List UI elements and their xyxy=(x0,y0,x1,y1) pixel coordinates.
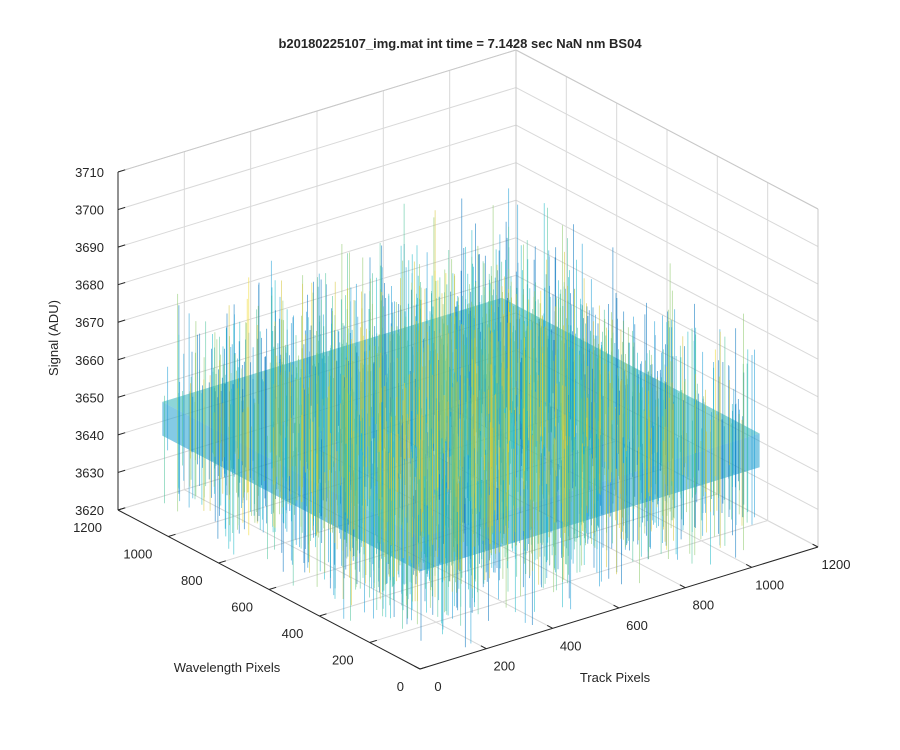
y-axis-label: Wavelength Pixels xyxy=(174,660,281,675)
z-tick xyxy=(117,244,126,248)
x-tick-label: 600 xyxy=(626,618,648,633)
y-tick-label: 600 xyxy=(231,600,253,615)
y-tick xyxy=(419,666,428,670)
z-tick-label: 3620 xyxy=(75,503,104,518)
z-tick-label: 3630 xyxy=(75,465,104,480)
y-tick xyxy=(168,533,176,537)
z-tick xyxy=(117,357,126,361)
z-tick-label: 3660 xyxy=(75,353,104,368)
y-tick-label: 400 xyxy=(282,626,304,641)
y-tick-label: 200 xyxy=(332,653,354,668)
tick-layer: 0 200 400 600 800 1000 1200 0 200 400 600 800 1000 12… xyxy=(73,165,850,694)
x-tick-label: 1200 xyxy=(822,557,851,572)
y-tick-label: 1200 xyxy=(73,520,102,535)
x-axis-label: Track Pixels xyxy=(580,670,651,685)
z-tick-label: 3650 xyxy=(75,390,104,405)
y-tick xyxy=(268,586,277,590)
z-tick xyxy=(117,469,126,473)
x-tick xyxy=(414,665,421,670)
z-tick xyxy=(117,394,126,398)
z-tick xyxy=(117,281,126,286)
z-tick xyxy=(117,169,126,173)
z-tick-label: 3680 xyxy=(75,278,104,293)
x-tick-label: 200 xyxy=(493,659,515,674)
z-tick xyxy=(117,507,126,511)
x-tick xyxy=(613,604,620,609)
x-tick xyxy=(480,645,487,650)
x-tick-label: 0 xyxy=(434,679,441,694)
z-tick xyxy=(117,319,126,323)
x-tick-label: 400 xyxy=(560,638,582,653)
y-tick xyxy=(369,639,377,643)
surface-layer xyxy=(162,188,760,648)
z-tick xyxy=(117,206,126,211)
z-tick-label: 3690 xyxy=(75,240,104,255)
z-tick-label: 3710 xyxy=(75,165,104,180)
z-tick-label: 3700 xyxy=(75,203,104,218)
chart-title: b20180225107_img.mat int time = 7.1428 s… xyxy=(278,36,642,51)
z-tick xyxy=(117,432,126,436)
x-tick xyxy=(546,625,553,629)
z-tick-label: 3670 xyxy=(75,315,104,330)
x-tick xyxy=(679,584,686,589)
box-edge xyxy=(117,49,517,173)
y-floor-grid-line xyxy=(369,520,768,643)
x-tick-label: 1000 xyxy=(755,577,784,592)
x-tick xyxy=(745,564,752,568)
surface-spikes xyxy=(242,264,720,589)
y-tick-label: 800 xyxy=(181,573,203,588)
x-tick-label: 800 xyxy=(692,598,714,613)
y-tick xyxy=(218,560,226,564)
z-axis-label: Signal (ADU) xyxy=(46,300,61,376)
box-edge xyxy=(515,49,819,210)
y-tick xyxy=(319,613,327,617)
z-tick-label: 3640 xyxy=(75,428,104,443)
x-tick xyxy=(812,543,819,548)
y-tick-label: 1000 xyxy=(123,547,152,562)
y-tick-label: 0 xyxy=(397,679,404,694)
